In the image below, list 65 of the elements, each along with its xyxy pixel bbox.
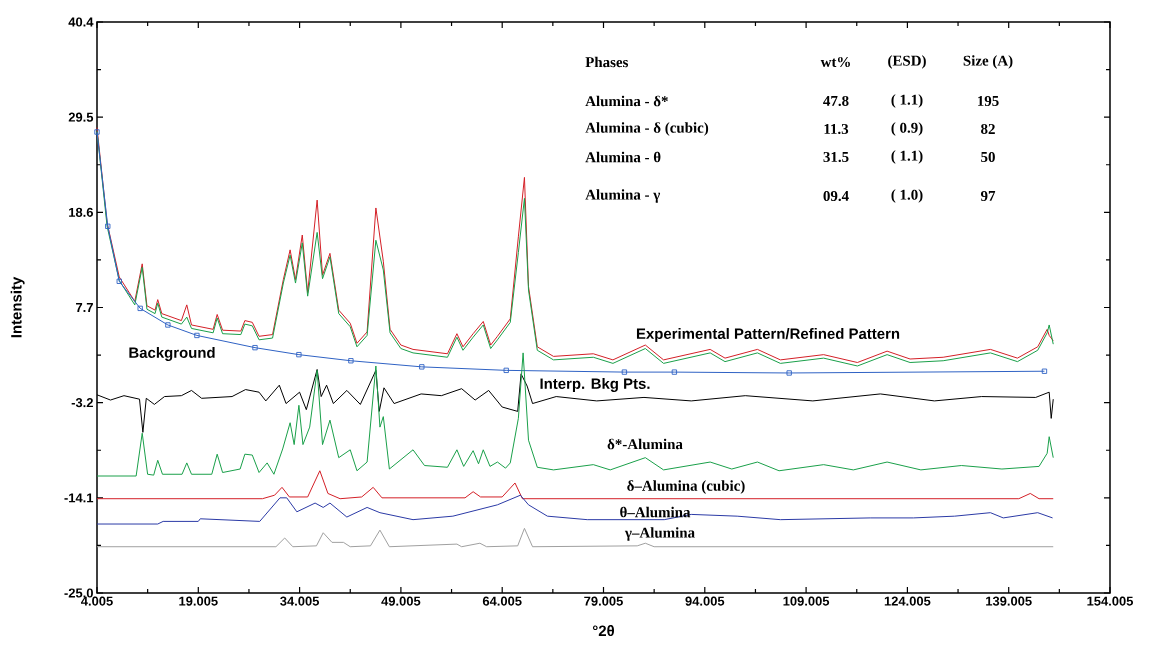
- x-tick-label: 19.005: [179, 596, 218, 606]
- point: [105, 223, 111, 229]
- point: [1041, 368, 1048, 374]
- annotation: 11.3: [824, 123, 849, 135]
- annotation: Background: [129, 347, 215, 361]
- annotation: 195: [978, 95, 999, 107]
- point: [621, 369, 628, 375]
- annotation: γ–Alumina: [624, 527, 695, 541]
- annotation: Alumina - δ (cubic): [585, 122, 709, 136]
- point: [348, 358, 354, 364]
- point: [137, 305, 143, 312]
- x-tick-label: 4.005: [81, 596, 113, 606]
- y-tick-label: 18.6: [69, 207, 94, 217]
- annotation: (ESD): [888, 55, 926, 69]
- x-tick-label: 49.005: [381, 596, 421, 606]
- annotation: Alumina - γ: [585, 189, 661, 203]
- x-tick-label: 124.005: [884, 596, 931, 606]
- annotation: ( 1.1): [891, 150, 923, 164]
- annotation: δ–Alumina (cubic): [627, 480, 745, 494]
- annotation: θ–Alumina: [620, 506, 691, 518]
- annotation: ( 0.9): [891, 122, 923, 136]
- point: [671, 369, 678, 375]
- point: [252, 345, 258, 351]
- x-tick-label: 34.005: [280, 596, 320, 606]
- annotation: Alumina - θ: [585, 151, 661, 163]
- y-tick-label: -14.1: [64, 493, 94, 503]
- y-tick-label: 40.4: [68, 17, 94, 27]
- point: [94, 129, 100, 135]
- point: [165, 322, 171, 328]
- annotation: 82: [981, 123, 995, 135]
- annotation: Alumina - δ*: [585, 95, 668, 107]
- annotation: 47.8: [823, 95, 849, 107]
- point: [296, 352, 302, 358]
- x-tick-label: 94.005: [685, 596, 725, 606]
- annotation: 97: [980, 190, 996, 202]
- y-tick-label: 7.7: [76, 303, 93, 312]
- point: [786, 370, 792, 376]
- x-axis-title: °2θ: [592, 625, 615, 637]
- y-tick-label: -25.0: [64, 588, 93, 598]
- x-tick-label: 109.005: [783, 596, 830, 606]
- y-tick-label: 29.5: [68, 112, 94, 122]
- line-series: [96, 470, 1054, 500]
- annotation: Phases: [585, 56, 629, 68]
- line-series: [96, 527, 1054, 548]
- annotation: Interp. Bkg Pts.: [540, 378, 650, 392]
- x-tick-label: 139.005: [986, 596, 1032, 606]
- line-series: [96, 494, 1054, 525]
- annotation: 50: [981, 151, 995, 163]
- annotation: Experimental Pattern/Refined Pattern: [636, 328, 900, 342]
- annotation: Size (A): [963, 55, 1013, 69]
- point: [116, 278, 122, 284]
- annotation: 09.4: [823, 190, 849, 202]
- annotation: 31.5: [823, 151, 849, 163]
- annotation: ( 1.1): [891, 94, 923, 108]
- annotation: δ*-Alumina: [607, 438, 683, 450]
- y-axis-title: Intensity: [10, 276, 25, 338]
- y-tick-label: -3.2: [71, 398, 93, 408]
- point: [419, 364, 425, 370]
- annotation: ( 1.0): [891, 189, 923, 203]
- x-tick-label: 64.005: [482, 596, 522, 606]
- x-tick-label: 79.005: [584, 596, 623, 606]
- point: [503, 367, 509, 374]
- annotation: wt%: [820, 56, 850, 68]
- point: [194, 332, 200, 339]
- x-tick-label: 154.005: [1087, 596, 1134, 606]
